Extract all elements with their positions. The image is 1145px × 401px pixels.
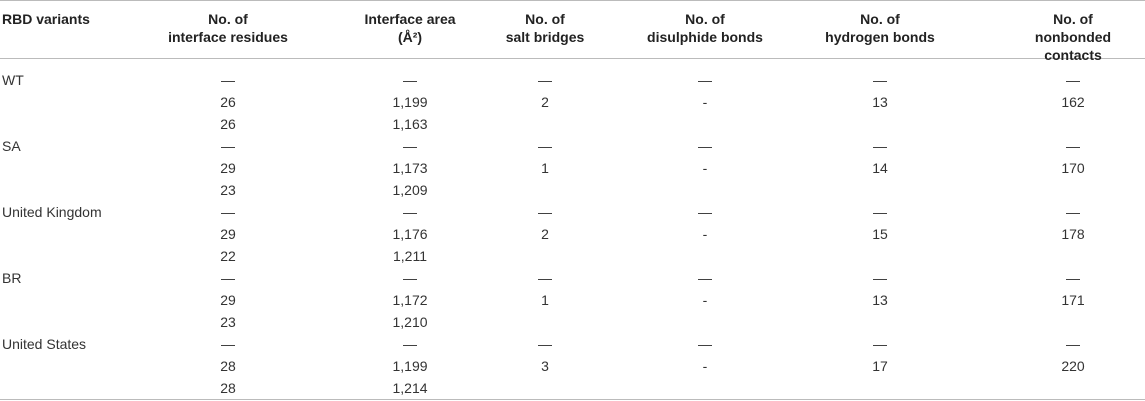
row-label: United Kingdom <box>2 204 102 220</box>
row-label: United States <box>2 336 87 352</box>
table-cell: 17 <box>872 358 888 374</box>
table-cell: 13 <box>872 94 888 110</box>
table-cell: — <box>873 72 887 88</box>
column-header: No. of disulphide bonds <box>647 11 763 45</box>
table-cell: — <box>873 204 887 220</box>
table-cell: 1,209 <box>392 182 428 198</box>
column-header: No. of hydrogen bonds <box>825 11 935 45</box>
table-cell: — <box>538 270 552 286</box>
table-cell: — <box>873 270 887 286</box>
table-cell: - <box>702 94 708 110</box>
table-cell: — <box>403 138 417 154</box>
column-header: No. of nonbonded contacts <box>1034 11 1112 63</box>
table-cell: 3 <box>541 358 549 374</box>
table-cell: 2 <box>541 94 549 110</box>
row-label: SA <box>2 138 21 154</box>
table-cell: 23 <box>220 182 236 198</box>
table-cell: 1,214 <box>392 380 428 396</box>
table-cell: — <box>698 204 712 220</box>
table-cell: - <box>702 160 708 176</box>
table-cell: — <box>1066 270 1080 286</box>
table-cell: 26 <box>220 94 236 110</box>
table-cell: — <box>221 336 235 352</box>
table-cell: 29 <box>220 292 236 308</box>
table-cell: 28 <box>220 358 236 374</box>
table-cell: 13 <box>872 292 888 308</box>
table-cell: 2 <box>541 226 549 242</box>
column-header: No. of salt bridges <box>505 11 585 45</box>
table-cell: — <box>221 138 235 154</box>
table-cell: 171 <box>1061 292 1085 308</box>
table-cell: — <box>1066 72 1080 88</box>
table-cell: — <box>221 204 235 220</box>
table-cell: — <box>538 138 552 154</box>
table-cell: 1 <box>541 292 549 308</box>
table-cell: — <box>698 270 712 286</box>
table-cell: — <box>1066 336 1080 352</box>
table-cell: 220 <box>1061 358 1085 374</box>
table-cell: 15 <box>872 226 888 242</box>
table-cell: 170 <box>1061 160 1085 176</box>
table-cell: 1,172 <box>392 292 428 308</box>
table-cell: 1,176 <box>392 226 428 242</box>
table-cell: 29 <box>220 160 236 176</box>
table-cell: 22 <box>220 248 236 264</box>
table-cell: — <box>403 204 417 220</box>
table-cell: — <box>538 336 552 352</box>
table-cell: — <box>873 336 887 352</box>
table-cell: 29 <box>220 226 236 242</box>
table-cell: 162 <box>1061 94 1085 110</box>
table-cell: - <box>702 226 708 242</box>
table-cell: 1,163 <box>392 116 428 132</box>
table-cell: — <box>698 72 712 88</box>
table-cell: 14 <box>872 160 888 176</box>
table-cell: — <box>403 72 417 88</box>
table-cell: 178 <box>1061 226 1085 242</box>
table-cell: 28 <box>220 380 236 396</box>
table-cell: 1,173 <box>392 160 428 176</box>
table-cell: - <box>702 292 708 308</box>
header-rule <box>0 58 1145 59</box>
table-cell: — <box>221 72 235 88</box>
table-cell: 23 <box>220 314 236 330</box>
table-cell: — <box>1066 138 1080 154</box>
table-cell: — <box>403 270 417 286</box>
row-label: WT <box>2 72 24 88</box>
top-rule <box>0 0 1145 1</box>
table-cell: — <box>403 336 417 352</box>
table-cell: 1,199 <box>392 94 428 110</box>
bottom-rule <box>0 399 1145 400</box>
table-cell: 1 <box>541 160 549 176</box>
table-cell: — <box>1066 204 1080 220</box>
table-cell: 1,199 <box>392 358 428 374</box>
table-cell: 26 <box>220 116 236 132</box>
table-cell: — <box>873 138 887 154</box>
column-header: RBD variants <box>2 11 90 27</box>
table-cell: — <box>538 72 552 88</box>
table-cell: 1,211 <box>393 248 427 264</box>
column-header: No. of interface residues <box>168 11 288 45</box>
table-cell: — <box>698 138 712 154</box>
row-label: BR <box>2 270 22 286</box>
table-cell: 1,210 <box>392 314 428 330</box>
table-cell: - <box>702 358 708 374</box>
column-header: Interface area (Å²) <box>364 11 456 45</box>
table-cell: — <box>221 270 235 286</box>
table-cell: — <box>698 336 712 352</box>
table-cell: — <box>538 204 552 220</box>
